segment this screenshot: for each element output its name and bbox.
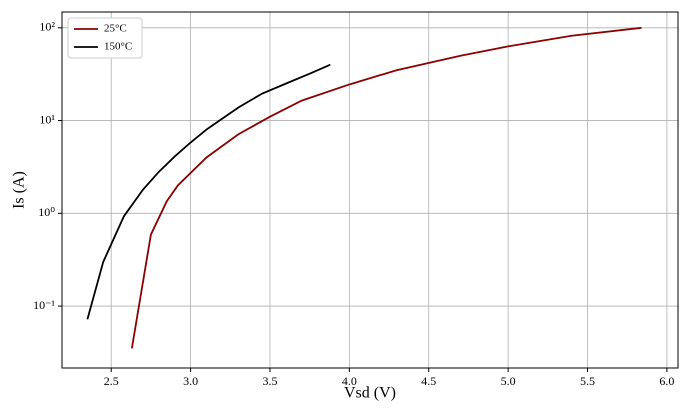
y-tick-label: 10⁻¹ <box>33 298 55 312</box>
x-tick-label: 3.0 <box>183 374 198 388</box>
y-axis-label: Is (A) <box>11 171 28 209</box>
x-tick-label: 3.5 <box>262 374 277 388</box>
plot-frame <box>61 11 679 369</box>
x-tick-label: 6.0 <box>659 374 674 388</box>
x-tick-label: 4.0 <box>342 374 357 388</box>
y-tick-label: 10⁰ <box>38 205 55 219</box>
legend-label: 25°C <box>104 23 127 35</box>
legend-label: 150°C <box>104 41 132 53</box>
x-tick-label: 5.5 <box>580 374 595 388</box>
series-line <box>86 63 331 320</box>
series-line <box>130 26 642 349</box>
x-tick-label: 2.5 <box>104 374 119 388</box>
x-tick-label: 5.0 <box>501 374 516 388</box>
x-tick-label: 4.5 <box>421 374 436 388</box>
y-tick-label: 10¹ <box>39 112 55 126</box>
y-tick-label: 10² <box>39 20 55 34</box>
legend-box <box>67 17 143 59</box>
x-axis-label: Vsd (V) <box>344 385 396 402</box>
